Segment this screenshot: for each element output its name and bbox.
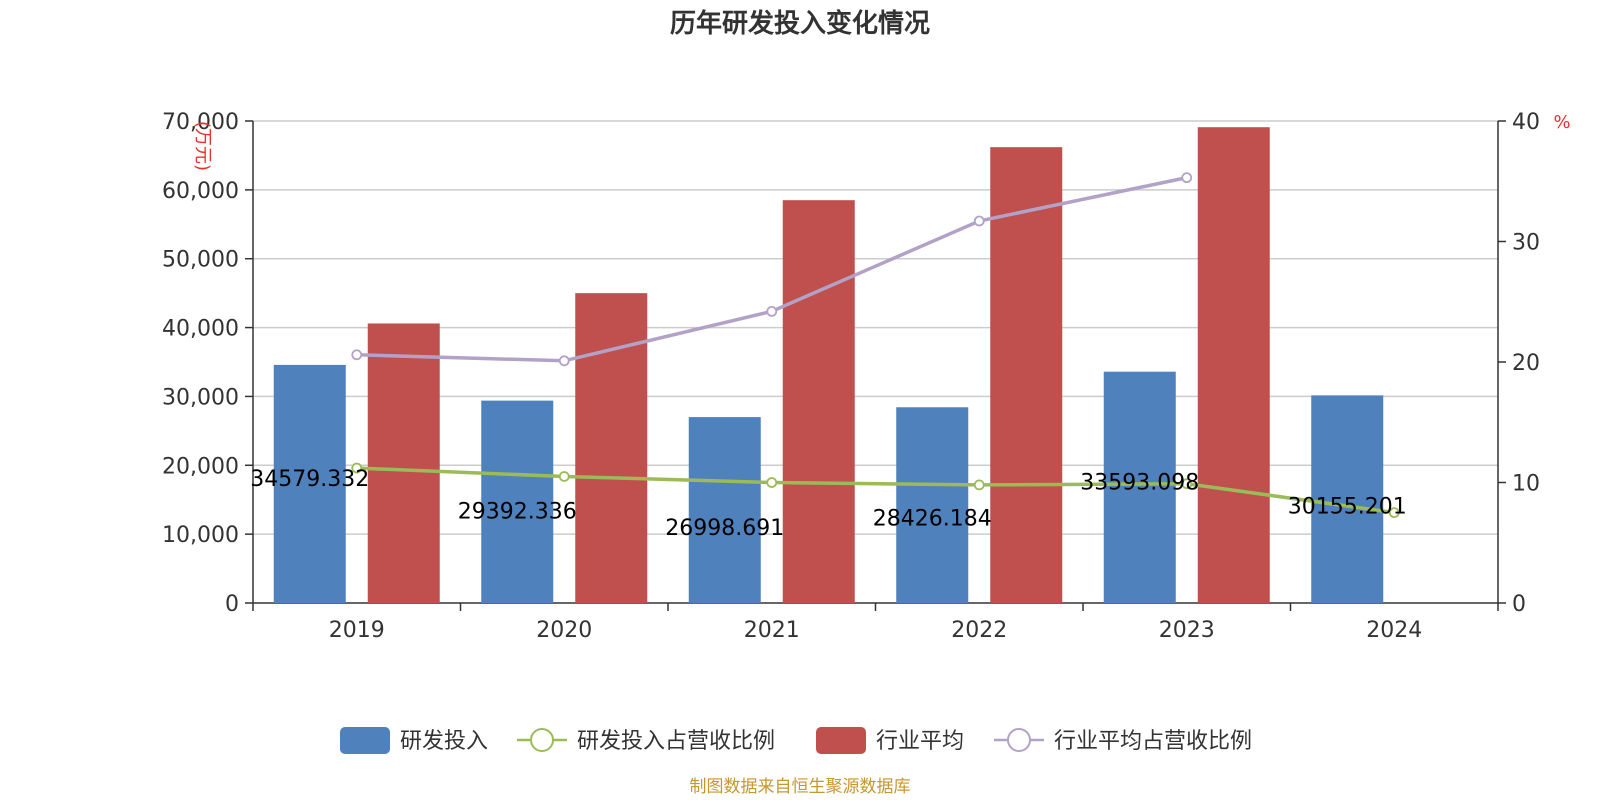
legend-swatch [340,727,390,754]
left-axis-tick-label: 20,000 [162,454,239,479]
left-axis-tick-label: 50,000 [162,248,239,273]
right-axis-unit: % [1553,112,1570,133]
right-axis-tick-label: 30 [1512,231,1540,256]
legend-label: 研发投入占营收比例 [577,729,775,754]
x-axis-tick-label: 2021 [744,618,800,643]
line-point [1388,507,1400,519]
bar-data-label: 26998.691 [665,516,784,541]
bar-data-label: 28426.184 [873,506,992,531]
bar-data-label: 34579.332 [250,467,369,492]
bar [990,147,1063,603]
left-axis-tick-label: 60,000 [162,179,239,204]
line-point [1181,172,1193,184]
right-axis-tick-label: 0 [1512,592,1526,617]
line-point [766,477,778,488]
right-axis-tick-label: 10 [1512,472,1540,497]
bar [1103,371,1176,603]
source-note: 制图数据来自恒生聚源数据库 [690,777,911,797]
x-axis-tick-label: 2024 [1366,618,1422,643]
line-point [1181,478,1193,490]
left-axis-unit: (万元) [192,121,213,171]
legend: 研发投入 研发投入占营收比例 行业平均 行业平均占营收比例 [340,727,1252,754]
bar [688,417,761,603]
left-axis-tick-label: 0 [225,592,239,617]
legend-label: 研发投入 [400,729,488,754]
right-axis-tick-label: 20 [1512,351,1540,376]
series-line [356,466,1395,515]
x-axis-tick-label: 2022 [951,618,1007,643]
line-point [351,349,363,361]
bar-data-label: 29392.336 [458,500,577,525]
line-point [766,305,778,317]
bar [782,200,855,603]
left-axis-tick-label: 10,000 [162,523,239,548]
line-point [351,462,363,474]
left-axis-tick-label: 70,000 [162,110,239,135]
line-point [558,355,570,367]
bar-data-label: 30155.201 [1288,494,1407,519]
chart-title: 历年研发投入变化情况 [670,8,930,39]
lines [351,172,1400,519]
bars [273,127,1384,603]
right-axis-tick-label: 40 [1512,110,1540,135]
left-axis-tick-label: 40,000 [162,317,239,342]
bar [896,407,969,603]
legend-swatch [816,727,866,754]
line-point [973,479,985,491]
line-point [973,215,985,227]
legend-label: 行业平均占营收比例 [1054,729,1252,754]
bar [481,400,554,603]
bar-data-label: 33593.098 [1080,471,1199,496]
axes: 0 10,000 20,000 30,000 40,000 50,000 60,000 70,… [162,110,1540,643]
bar [367,323,440,603]
bar [273,364,346,603]
legend-marker [530,728,554,752]
x-axis-tick-label: 2020 [536,618,592,643]
bar [575,293,648,603]
x-axis-tick-label: 2019 [329,618,385,643]
x-axis-tick-label: 2023 [1159,618,1215,643]
bar [1311,395,1384,603]
data-labels: 34579.332 29392.336 26998.691 28426.184 3359… [250,467,1406,541]
bar [1197,127,1270,603]
legend-marker [1007,728,1031,752]
legend-label: 行业平均 [876,729,964,754]
line-point [558,471,570,482]
left-axis-tick-label: 30,000 [162,385,239,410]
gridlines [253,120,1498,535]
